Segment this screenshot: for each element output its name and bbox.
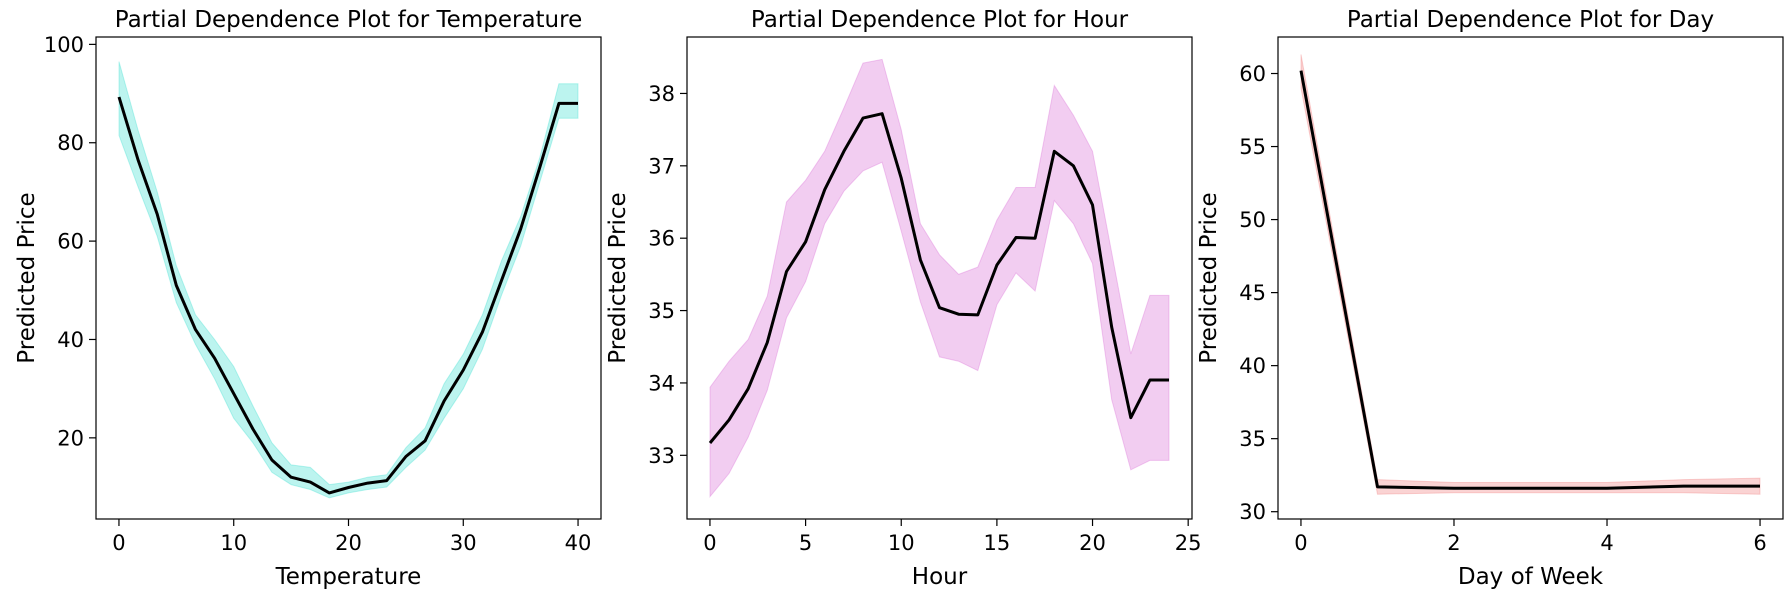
- y-axis-label: Predicted Price: [605, 192, 631, 363]
- x-tick-label: 30: [450, 531, 477, 555]
- plot-frame: [1277, 36, 1784, 520]
- confidence-band: [709, 58, 1170, 498]
- confidence-band: [118, 61, 579, 499]
- chart-title: Partial Dependence Plot for Hour: [751, 7, 1129, 33]
- x-axis-label: Day of Week: [1458, 564, 1604, 590]
- x-tick-label: 0: [112, 531, 125, 555]
- y-tick-label: 40: [1239, 354, 1266, 378]
- y-tick-label: 38: [648, 82, 675, 106]
- chart-title: Partial Dependence Plot for Day: [1347, 7, 1714, 33]
- x-tick-label: 0: [1294, 531, 1307, 555]
- x-tick-label: 6: [1753, 531, 1766, 555]
- y-tick-label: 36: [648, 227, 675, 251]
- y-tick-label: 37: [648, 154, 675, 178]
- y-tick-label: 55: [1239, 135, 1266, 159]
- y-tick-label: 50: [1239, 208, 1266, 232]
- y-tick-label: 35: [648, 299, 675, 323]
- x-tick-label: 15: [984, 531, 1011, 555]
- x-tick-label: 0: [703, 531, 716, 555]
- y-tick-label: 45: [1239, 281, 1266, 305]
- x-tick-label: 20: [335, 531, 362, 555]
- confidence-band: [1300, 54, 1761, 495]
- y-axis-label: Predicted Price: [1196, 192, 1222, 363]
- y-tick-label: 30: [1239, 500, 1266, 524]
- mean-line: [1299, 70, 1760, 490]
- x-tick-label: 10: [220, 531, 247, 555]
- plot-frame: [686, 36, 1193, 520]
- mean-line: [708, 112, 1169, 444]
- mean-line: [117, 96, 578, 495]
- y-tick-label: 60: [57, 230, 84, 254]
- chart-title: Partial Dependence Plot for Temperature: [115, 7, 583, 33]
- x-tick-label: 40: [565, 531, 592, 555]
- x-axis-label: Temperature: [275, 564, 422, 590]
- y-tick-label: 33: [648, 444, 675, 468]
- y-tick-label: 35: [1239, 427, 1266, 451]
- y-tick-label: 100: [44, 33, 84, 57]
- y-tick-label: 80: [57, 131, 84, 155]
- x-tick-label: 5: [799, 531, 812, 555]
- y-tick-label: 40: [57, 328, 84, 352]
- chart-panel-2: 0 2 4 6 30 35 40 45 50 55 60 Partial Dependence Plo…: [1196, 7, 1784, 590]
- y-tick-label: 60: [1239, 62, 1266, 86]
- y-tick-label: 20: [57, 426, 84, 450]
- y-axis-label: Predicted Price: [14, 192, 40, 363]
- x-axis-label: Hour: [912, 564, 968, 590]
- x-tick-label: 20: [1079, 531, 1106, 555]
- chart-panel-1: 0 5 10 15 20 25 33 34 35 36 37 38 Partial Dependence…: [605, 7, 1202, 590]
- x-tick-label: 2: [1447, 531, 1460, 555]
- x-tick-label: 10: [888, 531, 915, 555]
- chart-panel-0: 0 10 20 30 40 20 40 60 80 100 Partial Dependence P…: [14, 7, 602, 590]
- x-tick-label: 4: [1600, 531, 1613, 555]
- y-tick-label: 34: [648, 371, 675, 395]
- x-tick-label: 25: [1175, 531, 1202, 555]
